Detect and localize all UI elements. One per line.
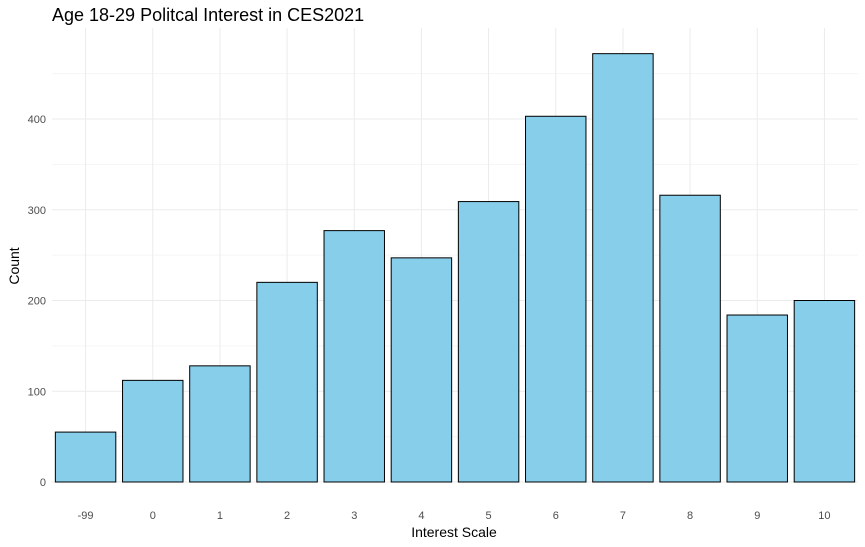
x-tick-label: 8 — [687, 510, 693, 522]
x-tick-label: 4 — [418, 510, 424, 522]
bar-10 — [793, 300, 856, 483]
bar-7 — [592, 53, 654, 483]
y-tick-labels: 0 100 200 300 400 — [28, 114, 46, 489]
bars — [54, 53, 856, 483]
bar--99 — [54, 431, 117, 483]
bar-3 — [323, 230, 385, 483]
bar-4 — [390, 257, 453, 483]
bar-1 — [189, 365, 251, 483]
x-tick-label: 0 — [150, 510, 156, 522]
x-tick-label: 1 — [217, 510, 223, 522]
x-tick-label: 9 — [754, 510, 760, 522]
y-tick-label: 400 — [28, 114, 46, 126]
x-tick-label: -99 — [78, 510, 94, 522]
bar-2 — [256, 281, 318, 483]
x-tick-label: 10 — [818, 510, 830, 522]
y-tick-label: 200 — [28, 296, 46, 308]
chart-title: Age 18-29 Politcal Interest in CES2021 — [52, 5, 365, 25]
x-tick-label: 2 — [284, 510, 290, 522]
x-tick-label: 7 — [620, 510, 626, 522]
bar-0 — [122, 379, 184, 483]
bar-6 — [525, 115, 587, 483]
bar-5 — [457, 201, 520, 483]
y-tick-label: 300 — [28, 205, 46, 217]
x-axis-label: Interest Scale — [411, 524, 497, 540]
x-tick-label: 5 — [486, 510, 492, 522]
y-axis-label: Count — [6, 247, 22, 284]
y-tick-label: 100 — [28, 386, 46, 398]
x-tick-label: 3 — [351, 510, 357, 522]
x-tick-label: 6 — [553, 510, 559, 522]
y-tick-label: 0 — [40, 477, 46, 489]
bar-8 — [659, 194, 721, 483]
x-tick-labels: -99 0 1 2 3 4 5 6 7 8 9 10 — [78, 510, 831, 522]
bar-9 — [726, 314, 788, 483]
